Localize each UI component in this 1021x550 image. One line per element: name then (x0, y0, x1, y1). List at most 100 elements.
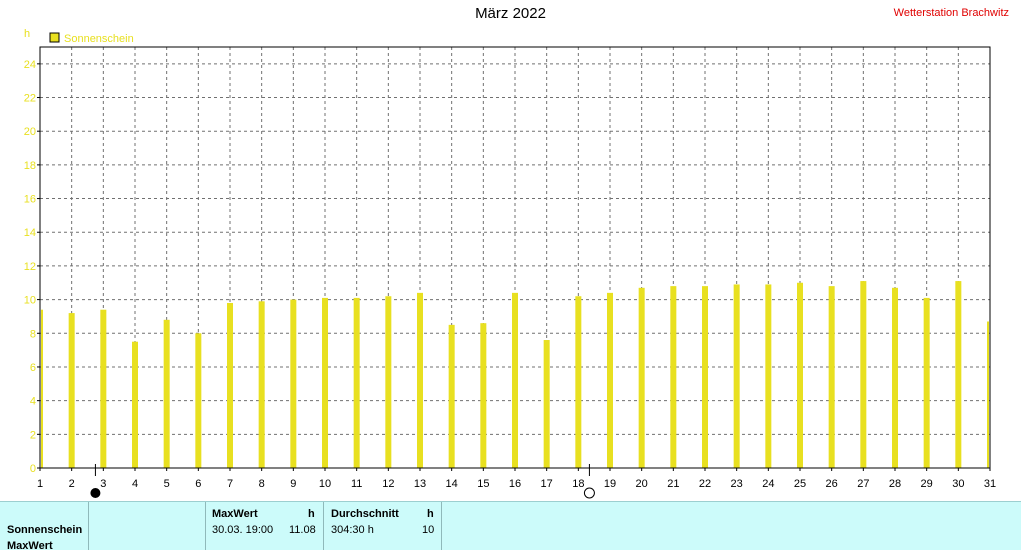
bar (670, 286, 677, 468)
x-tick-label: 21 (667, 478, 679, 490)
bar (480, 323, 487, 468)
station-label: Wetterstation Brachwitz (893, 7, 1009, 19)
new-moon-icon (90, 488, 101, 498)
bar (575, 296, 582, 468)
y-tick-label: 0 (30, 463, 36, 475)
x-tick-label: 31 (984, 478, 996, 490)
bar (860, 281, 867, 468)
x-tick-label: 1 (37, 478, 43, 490)
y-tick-label: 4 (30, 396, 36, 408)
avg-header: Durchschnitt (331, 508, 399, 520)
bar (638, 287, 645, 468)
max-value: 11.08 (289, 524, 316, 536)
bar (733, 284, 740, 468)
x-tick-label: 26 (826, 478, 838, 490)
x-tick-label: 10 (319, 478, 331, 490)
bar (100, 309, 107, 468)
bar (797, 282, 803, 468)
x-tick-labels: 1 2 3 4 5 6 7 8 9 10 11 12 13 14 15 16 17 18 19 20 21 22 23 24 2… (37, 468, 996, 490)
x-tick-label: 15 (477, 478, 489, 490)
bar (987, 321, 989, 468)
x-tick-label: 14 (446, 478, 458, 490)
x-tick-label: 30 (952, 478, 964, 490)
panel-divider (88, 502, 89, 550)
max-date: 30.03. 19:00 (212, 524, 274, 536)
bar (543, 340, 550, 468)
y-tick-label: 24 (24, 59, 36, 71)
full-moon-icon (583, 487, 595, 499)
bar (68, 313, 75, 468)
legend-swatch (49, 32, 60, 43)
bar (258, 301, 265, 468)
y-tick-label: 18 (24, 160, 36, 172)
x-tick-label: 25 (794, 478, 806, 490)
bars (41, 281, 989, 468)
y-axis-label: h (24, 28, 30, 40)
max-unit: h (308, 508, 315, 520)
x-tick-label: 7 (227, 478, 233, 490)
avg-unit: h (427, 508, 434, 520)
info-panel: Sonnenschein MaxWert MaxWert h 30.03. 19… (0, 501, 1021, 550)
x-tick-label: 27 (857, 478, 869, 490)
bar (607, 292, 613, 468)
moon-phases (90, 464, 595, 499)
bar (512, 292, 518, 468)
bar (227, 302, 233, 468)
x-tick-label: 29 (921, 478, 933, 490)
panel-row-label: Sonnenschein (7, 524, 83, 536)
panel-divider (323, 502, 324, 550)
y-tick-label: 10 (24, 295, 36, 307)
avg-sum: 304:30 h (331, 524, 374, 536)
bar (353, 297, 360, 468)
x-tick-label: 19 (604, 478, 616, 490)
panel-divider (205, 502, 206, 550)
bar (290, 299, 297, 468)
x-tick-label: 18 (572, 478, 584, 490)
x-tick-label: 23 (731, 478, 743, 490)
max-header: MaxWert (212, 508, 258, 520)
bar (417, 292, 423, 468)
bar (448, 324, 455, 468)
x-tick-label: 2 (69, 478, 75, 490)
x-tick-label: 8 (259, 478, 265, 490)
bar (163, 319, 170, 468)
x-tick-label: 6 (195, 478, 201, 490)
x-tick-label: 17 (541, 478, 553, 490)
y-tick-label: 12 (24, 261, 36, 273)
y-tick-label: 2 (30, 429, 36, 441)
bar (702, 286, 708, 468)
panel-row-label-2: MaxWert (7, 540, 53, 550)
y-tick-label: 20 (24, 126, 36, 138)
x-tick-label: 16 (509, 478, 521, 490)
bar (385, 296, 392, 468)
bar (828, 286, 835, 468)
x-tick-label: 5 (164, 478, 170, 490)
panel-divider (441, 502, 442, 550)
x-tick-label: 22 (699, 478, 711, 490)
bar (923, 297, 930, 468)
y-tick-label: 8 (30, 328, 36, 340)
x-tick-label: 11 (351, 478, 362, 490)
x-tick-label: 13 (414, 478, 426, 490)
avg-value: 10 (422, 524, 435, 536)
bar (195, 333, 202, 468)
x-tick-label: 12 (382, 478, 394, 490)
bar (765, 284, 772, 468)
bar (955, 281, 962, 468)
bar (132, 341, 138, 468)
bar (41, 309, 43, 468)
y-tick-label: 16 (24, 194, 36, 206)
x-tick-label: 24 (762, 478, 774, 490)
legend: Sonnenschein (49, 32, 134, 45)
legend-label: Sonnenschein (64, 33, 134, 45)
x-tick-label: 3 (100, 478, 106, 490)
x-tick-label: 20 (636, 478, 648, 490)
x-tick-label: 28 (889, 478, 901, 490)
x-tick-label: 4 (132, 478, 138, 490)
bar (322, 297, 328, 468)
x-tick-label: 9 (290, 478, 296, 490)
y-tick-label: 14 (24, 227, 36, 239)
y-tick-label: 6 (30, 362, 36, 374)
